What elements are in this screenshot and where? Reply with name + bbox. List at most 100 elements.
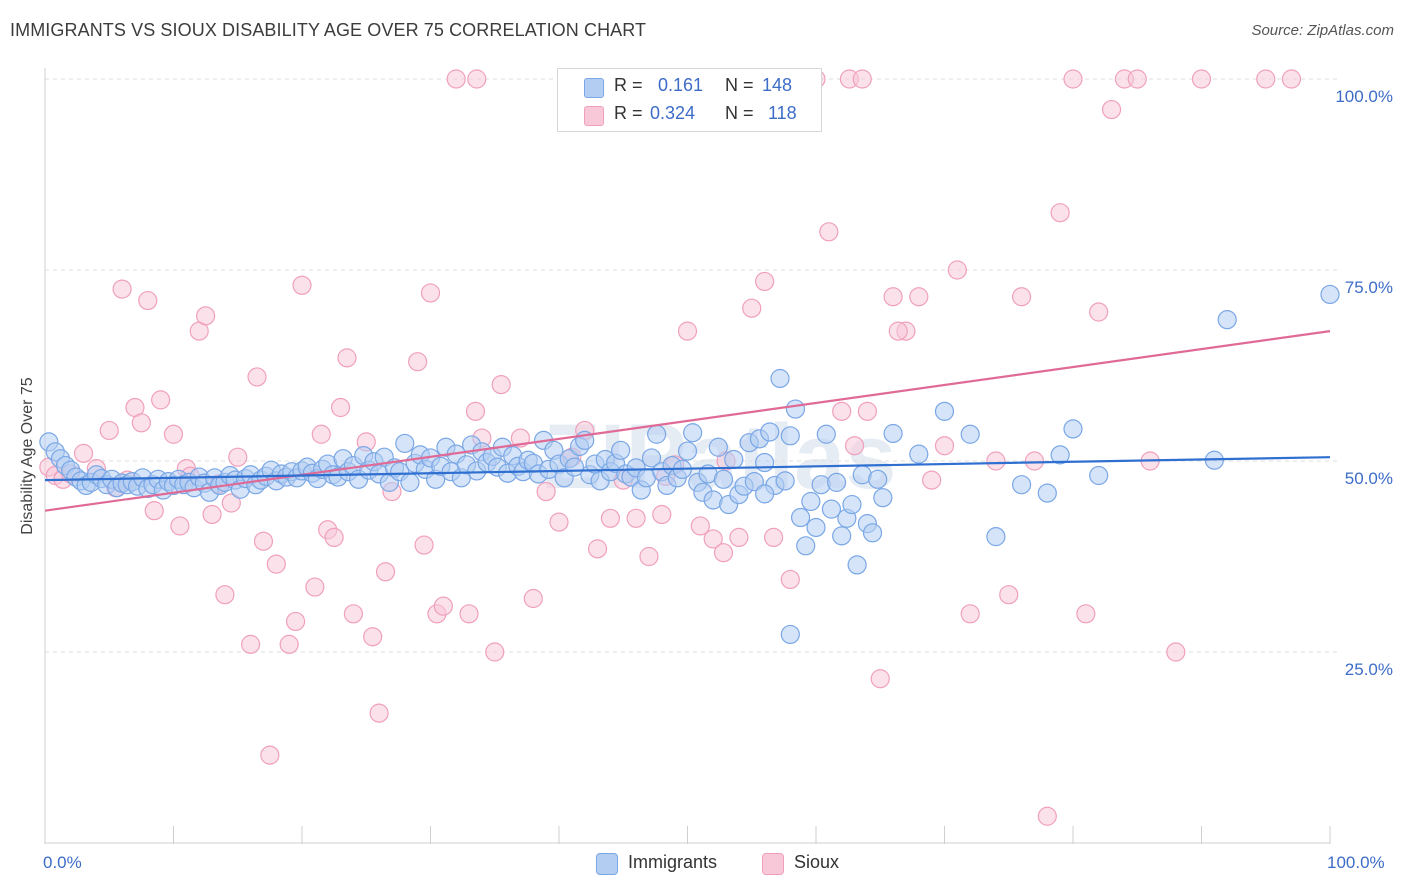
sioux-point: [266, 554, 286, 574]
sioux-point: [713, 543, 734, 563]
r-value: 0.324: [650, 103, 696, 123]
sioux-point: [1024, 451, 1045, 471]
immigrants-point: [862, 523, 883, 543]
sioux-point: [639, 546, 659, 567]
sioux-point: [221, 493, 241, 513]
sioux-point: [467, 69, 487, 89]
sioux-swatch-icon: [584, 106, 604, 126]
sioux-point: [947, 260, 967, 280]
sioux-point: [690, 516, 710, 536]
chart-title: IMMIGRANTS VS SIOUX DISABILITY AGE OVER …: [10, 20, 647, 40]
r-label: R =: [614, 75, 643, 95]
sioux-point: [1063, 69, 1083, 89]
sioux-point: [99, 420, 119, 441]
immigrants-legend-icon: [596, 853, 618, 875]
sioux-point: [1089, 302, 1109, 322]
sioux-point: [626, 508, 646, 528]
sioux-point: [112, 279, 132, 299]
sioux-point: [587, 539, 608, 559]
x-tick-label-min: 0.0%: [43, 853, 82, 872]
n-label: N =: [725, 75, 754, 95]
sioux-point: [151, 390, 171, 410]
sioux-point: [253, 531, 274, 551]
immigrants-point: [842, 494, 862, 515]
y-tick-label: 50.0%: [1344, 469, 1393, 488]
immigrants-point: [770, 368, 790, 389]
sioux-point: [780, 569, 800, 590]
immigrants-point: [873, 488, 893, 508]
immigrants-point: [847, 555, 867, 575]
sioux-trend-line: [44, 330, 1331, 512]
sioux-point: [311, 424, 331, 444]
immigrants-point: [713, 469, 734, 489]
sioux-point: [742, 298, 762, 318]
sioux-point: [1166, 642, 1186, 662]
immigrants-point: [708, 437, 728, 457]
n-value: 118: [768, 103, 797, 123]
sioux-point: [819, 222, 839, 242]
immigrants-point: [1217, 310, 1237, 330]
immigrants-point: [395, 433, 415, 454]
sioux-point: [375, 562, 396, 582]
immigrants-point: [647, 424, 667, 444]
sioux-point: [485, 642, 505, 662]
sioux-point: [523, 588, 543, 609]
sioux-legend-icon: [762, 853, 784, 875]
immigrants-point: [832, 526, 852, 546]
immigrants-point: [986, 527, 1006, 547]
sioux-point: [652, 504, 672, 525]
sioux-point: [857, 401, 878, 421]
immigrants-point: [821, 499, 842, 519]
sioux-point: [832, 401, 852, 421]
sioux-point: [1076, 604, 1096, 624]
sioux-point: [459, 604, 479, 624]
immigrants-point: [1320, 284, 1340, 305]
sioux-point: [922, 470, 942, 490]
immigrants-point: [760, 422, 780, 442]
sioux-point: [703, 529, 723, 549]
sioux-point: [1037, 806, 1057, 826]
sioux-point: [408, 352, 428, 372]
sioux-point: [305, 577, 325, 597]
sioux-point: [870, 669, 890, 689]
immigrants-point: [960, 424, 980, 444]
immigrants-point: [683, 423, 703, 443]
sioux-point: [1191, 69, 1212, 89]
sioux-point: [754, 271, 775, 292]
sioux-point: [163, 424, 184, 444]
immigrants-point: [806, 517, 826, 538]
immigrants-point: [724, 449, 744, 470]
immigrants-point: [934, 401, 955, 421]
source-label: Source: ZipAtlas.com: [1251, 22, 1394, 39]
sioux-point: [852, 69, 872, 89]
sioux-point: [960, 604, 980, 624]
immigrants-point: [790, 507, 811, 528]
immigrants-point: [826, 472, 847, 492]
immigrants-point: [754, 452, 775, 473]
immigrants-point: [641, 448, 662, 468]
sioux-point: [446, 69, 466, 89]
sioux-point: [138, 290, 158, 311]
immigrants-point: [780, 426, 800, 446]
y-tick-label: 25.0%: [1344, 660, 1393, 679]
legend-label: Immigrants: [628, 852, 718, 872]
immigrants-point: [611, 440, 631, 460]
sioux-point: [228, 447, 248, 467]
sioux-point: [247, 367, 267, 387]
correlation-stats-box: R = 0.161 N = 148 R = 0.324 N = 118: [557, 68, 822, 132]
sioux-point: [1281, 69, 1302, 89]
sioux-point: [131, 413, 151, 433]
immigrants-point: [1037, 483, 1057, 503]
immigrants-swatch-icon: [584, 78, 604, 98]
immigrants-trend-line: [44, 456, 1331, 482]
sioux-point: [883, 287, 903, 307]
immigrants-point: [677, 441, 698, 461]
sioux-point: [909, 287, 929, 307]
immigrants-point: [1089, 465, 1109, 486]
sioux-point: [369, 703, 389, 723]
sioux-point: [420, 283, 441, 303]
sioux-point: [1101, 99, 1122, 120]
sioux-point: [330, 397, 351, 418]
sioux-point: [1256, 69, 1276, 89]
